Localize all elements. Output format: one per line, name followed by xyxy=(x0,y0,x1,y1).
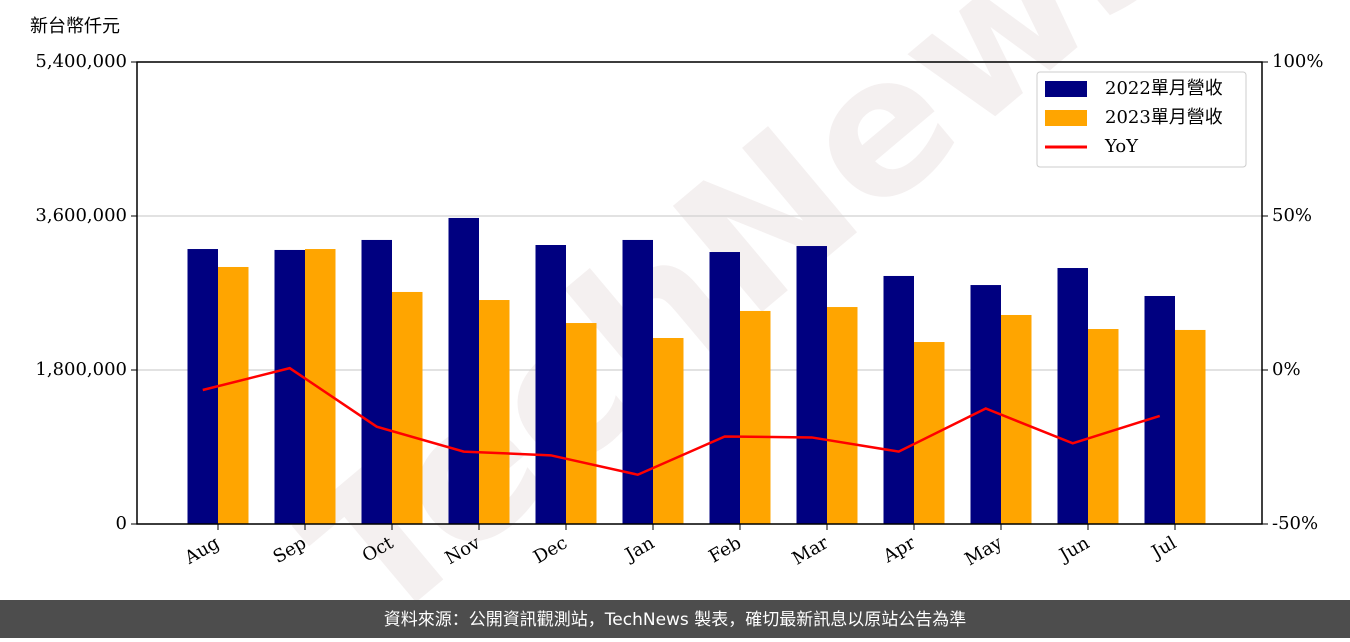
x-tick-label: Jun xyxy=(1054,532,1093,567)
legend-swatch xyxy=(1045,110,1087,126)
y-tick-label: 3,600,000 xyxy=(35,205,127,226)
footer: 資料來源：公開資訊觀測站，TechNews 製表，確切最新訊息以原站公告為準 xyxy=(384,610,966,630)
bar xyxy=(970,285,1001,524)
x-tick-label: Aug xyxy=(180,532,223,569)
x-tick-label: May xyxy=(961,532,1006,570)
y-tick-label: 5,400,000 xyxy=(35,51,127,72)
bar xyxy=(479,300,510,524)
legend-label: YoY xyxy=(1104,136,1139,157)
bar xyxy=(1057,268,1088,524)
footer-bar xyxy=(0,600,1350,638)
x-tick-label: Apr xyxy=(879,532,919,567)
bar xyxy=(392,291,423,524)
bar xyxy=(1175,329,1206,524)
bar xyxy=(1144,295,1175,524)
line xyxy=(202,366,1161,477)
bar xyxy=(305,249,336,524)
y-axis-label: 新台幣仟元 xyxy=(30,16,120,37)
y2-tick-label: 50% xyxy=(1272,205,1312,226)
y2-tick-label: 0% xyxy=(1272,359,1301,380)
legend-label: 2023單月營收 xyxy=(1105,107,1223,128)
bar xyxy=(448,217,479,524)
y2-tick-label: -50% xyxy=(1272,513,1318,534)
bar xyxy=(622,239,653,524)
x-tick-label: Jan xyxy=(620,532,658,566)
bar xyxy=(883,275,914,524)
legend-label: 2022單月營收 xyxy=(1105,78,1223,99)
y2-tick-label: 100% xyxy=(1272,51,1323,72)
bar xyxy=(653,338,684,524)
bar xyxy=(274,249,305,524)
legend-box xyxy=(1036,71,1247,168)
bar xyxy=(361,239,392,524)
bar xyxy=(218,266,249,524)
bar xyxy=(827,307,858,524)
bar xyxy=(709,252,740,524)
bar xyxy=(566,323,597,524)
bar xyxy=(740,310,771,524)
x-tick-label: Mar xyxy=(789,532,833,569)
bar xyxy=(1088,329,1119,524)
legend-swatch xyxy=(1045,81,1087,97)
y-tick-label: 1,800,000 xyxy=(35,359,127,380)
plot-frame xyxy=(136,61,1263,525)
x-tick-label: Jul xyxy=(1146,532,1180,564)
x-tick-label: Feb xyxy=(705,532,745,567)
bar xyxy=(535,245,566,524)
bar xyxy=(914,342,945,524)
bar xyxy=(796,246,827,524)
y-tick-label: 0 xyxy=(116,513,127,534)
